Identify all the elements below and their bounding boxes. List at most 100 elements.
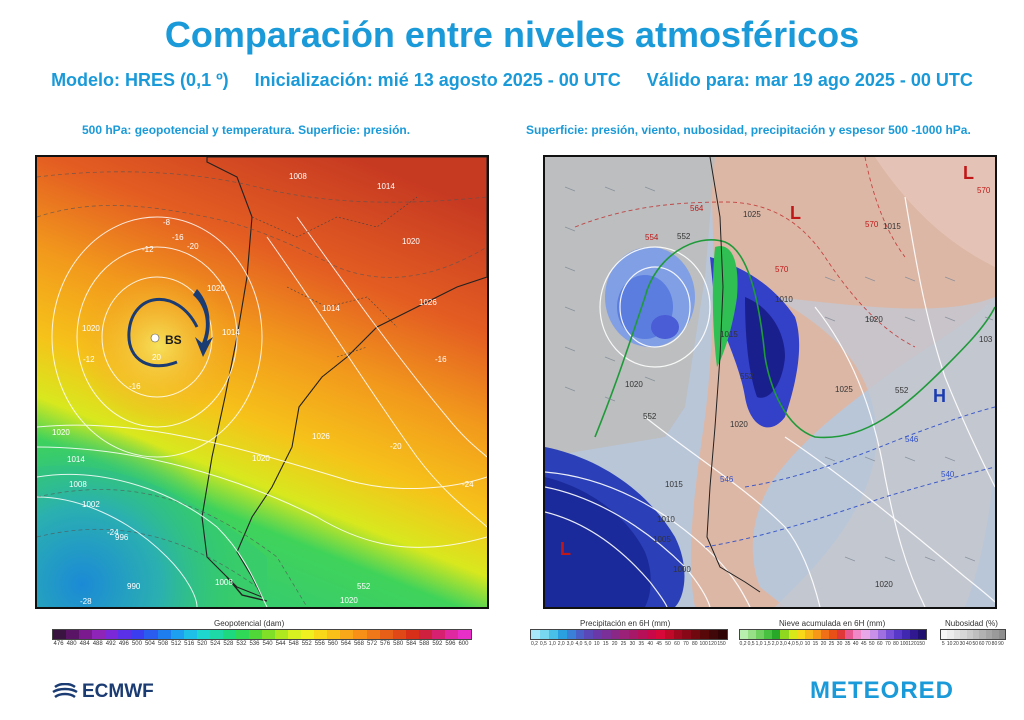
map-label: -20 bbox=[390, 442, 402, 451]
legend-tick: 45 bbox=[656, 641, 662, 647]
legend-tick: 5,0 bbox=[795, 641, 803, 647]
snow-legend-bar bbox=[739, 629, 927, 640]
legend-tick: 572 bbox=[367, 641, 378, 647]
init-info: Inicialización: mié 13 agosto 2025 - 00 … bbox=[254, 70, 621, 90]
legend-tick: 536 bbox=[249, 641, 260, 647]
legend-tick: 60 bbox=[978, 641, 985, 647]
legend-tick: 556 bbox=[314, 641, 325, 647]
legend-tick: 568 bbox=[353, 641, 364, 647]
legend-tick: 35 bbox=[844, 641, 851, 647]
legend-tick: 15 bbox=[812, 641, 819, 647]
map-label: -24 bbox=[462, 480, 474, 489]
snow-legend-ticks: 0,2 0,5 1,0 1,5 2,0 3,0 4,0 5,0 10 15 20 25 30 35 4… bbox=[739, 641, 925, 647]
left-map: BS 1008 1014 1020 1020 1014 1026 1014 10… bbox=[35, 155, 489, 609]
map-label: 1020 bbox=[82, 324, 100, 333]
precip-legend-bar bbox=[530, 629, 728, 640]
legend-tick: 0,2 bbox=[530, 641, 538, 647]
legend-tick: 516 bbox=[184, 641, 195, 647]
map-label: 1008 bbox=[215, 578, 233, 587]
legend-tick: 50 bbox=[665, 641, 671, 647]
low-center-label: BS bbox=[165, 333, 182, 347]
legend-tick: 508 bbox=[158, 641, 169, 647]
map-label: 1015 bbox=[665, 480, 683, 489]
legend-tick: 4,0 bbox=[787, 641, 795, 647]
map-label: 1020 bbox=[875, 580, 893, 589]
legend-tick: 0,5 bbox=[747, 641, 755, 647]
geopotential-legend-bar bbox=[52, 629, 472, 640]
legend-tick: 20 bbox=[611, 641, 618, 647]
legend-tick: 3,0 bbox=[566, 641, 574, 647]
legend-tick: 548 bbox=[288, 641, 299, 647]
legend-tick: 552 bbox=[301, 641, 312, 647]
legend-tick: 528 bbox=[223, 641, 234, 647]
legend-tick: 2,0 bbox=[557, 641, 565, 647]
map-label: -28 bbox=[80, 597, 92, 606]
legend-tick: 596 bbox=[445, 641, 456, 647]
map-label: 1025 bbox=[743, 210, 761, 219]
map-label: 554 bbox=[645, 233, 659, 242]
map-label: 1015 bbox=[883, 222, 901, 231]
legend-tick: 150 bbox=[717, 641, 726, 647]
legend-tick: 20 bbox=[953, 641, 959, 647]
legend-tick: 492 bbox=[105, 641, 116, 647]
legend-tick: 40 bbox=[966, 641, 972, 647]
legend-tick: 584 bbox=[406, 641, 417, 647]
ecmwf-logo-text: ECMWF bbox=[82, 681, 154, 702]
map-label: 1025 bbox=[835, 385, 853, 394]
map-label: 1005 bbox=[653, 535, 671, 544]
precip-legend-title: Precipitación en 6H (mm) bbox=[580, 619, 671, 628]
legend-tick: 30 bbox=[959, 641, 966, 647]
legend-tick: 60 bbox=[674, 641, 680, 647]
map-label: 546 bbox=[720, 475, 734, 484]
page-title: Comparación entre niveles atmosféricos bbox=[164, 14, 860, 55]
map-label: -16 bbox=[129, 382, 141, 391]
right-map: L L L H 564 554 552 570 570 570 552 552 … bbox=[543, 155, 997, 609]
map-label: 996 bbox=[115, 533, 129, 542]
legend-tick: 120 bbox=[908, 641, 917, 647]
map-label: 1026 bbox=[419, 298, 437, 307]
legend-tick: 5,0 bbox=[584, 641, 592, 647]
legend-tick: 120 bbox=[708, 641, 717, 647]
low-center-label: L bbox=[963, 163, 974, 183]
left-panel-subtitle: 500 hPa: geopotencial y temperatura. Sup… bbox=[82, 123, 411, 137]
map-label: 1020 bbox=[402, 237, 420, 246]
legend-tick: 50 bbox=[972, 641, 979, 647]
low-center-label: L bbox=[560, 539, 571, 559]
map-label: 552 bbox=[895, 386, 909, 395]
legend-tick: 588 bbox=[419, 641, 430, 647]
high-center-label: H bbox=[933, 386, 946, 406]
legend-tick: 70 bbox=[885, 641, 891, 647]
legend-tick: 600 bbox=[458, 641, 469, 647]
legend-tick: 524 bbox=[210, 641, 221, 647]
snow-legend-title: Nieve acumulada en 6H (mm) bbox=[779, 619, 886, 628]
legend-tick: 40 bbox=[647, 641, 654, 647]
map-label: 1000 bbox=[673, 565, 691, 574]
legend-tick: 150 bbox=[916, 641, 925, 647]
legend-tick: 544 bbox=[275, 641, 286, 647]
model-info: Modelo: HRES (0,1 º) bbox=[51, 70, 229, 90]
legend-tick: 40 bbox=[852, 641, 859, 647]
precip-legend-ticks: 0,2 0,5 1,0 2,0 3,0 4,0 5,0 10 15 20 25 30 35 40 45… bbox=[530, 641, 726, 647]
legend-tick: 1,5 bbox=[763, 641, 771, 647]
legend-tick: 3,0 bbox=[779, 641, 787, 647]
map-label: 1008 bbox=[69, 480, 87, 489]
map-label: 1014 bbox=[377, 182, 395, 191]
map-label: 103 bbox=[979, 335, 993, 344]
legend-tick: 90 bbox=[998, 641, 1004, 647]
legend-tick: 45 bbox=[860, 641, 867, 647]
map-label: 540 bbox=[941, 470, 955, 479]
legend-tick: 15 bbox=[602, 641, 609, 647]
right-panel-subtitle: Superficie: presión, viento, nubosidad, … bbox=[526, 123, 971, 137]
legend-tick: 592 bbox=[432, 641, 443, 647]
legend-tick: 1,0 bbox=[548, 641, 556, 647]
geopotential-legend-title: Geopotencial (dam) bbox=[214, 619, 285, 628]
map-label: -8 bbox=[163, 218, 171, 227]
legend-tick: 25 bbox=[828, 641, 835, 647]
map-label: 1008 bbox=[289, 172, 307, 181]
map-label: 1015 bbox=[720, 330, 738, 339]
map-label: -20 bbox=[187, 242, 199, 251]
legend-tick: 4,0 bbox=[575, 641, 583, 647]
legend-tick: 50 bbox=[868, 641, 875, 647]
legend-tick: 80 bbox=[691, 641, 698, 647]
legend-tick: 540 bbox=[262, 641, 273, 647]
